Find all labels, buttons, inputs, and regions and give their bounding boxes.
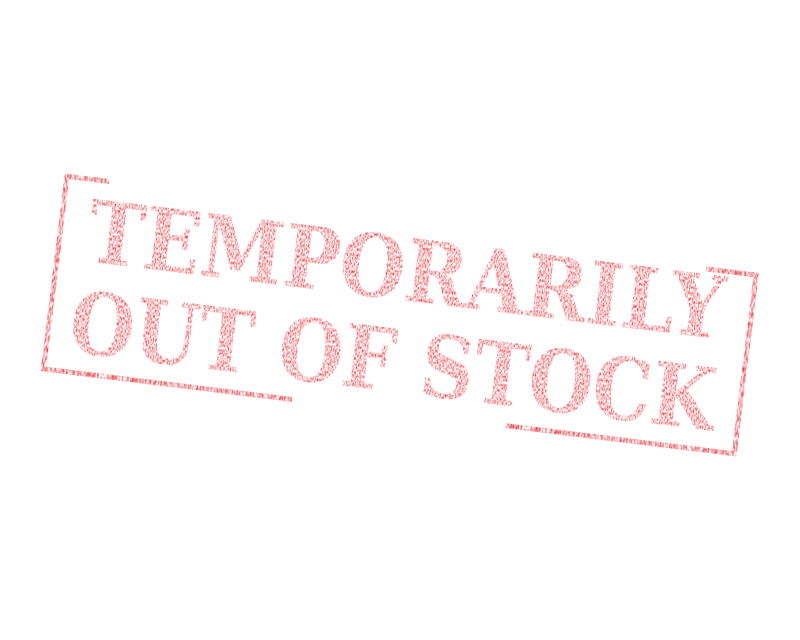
- stamp-frame: [40, 173, 759, 457]
